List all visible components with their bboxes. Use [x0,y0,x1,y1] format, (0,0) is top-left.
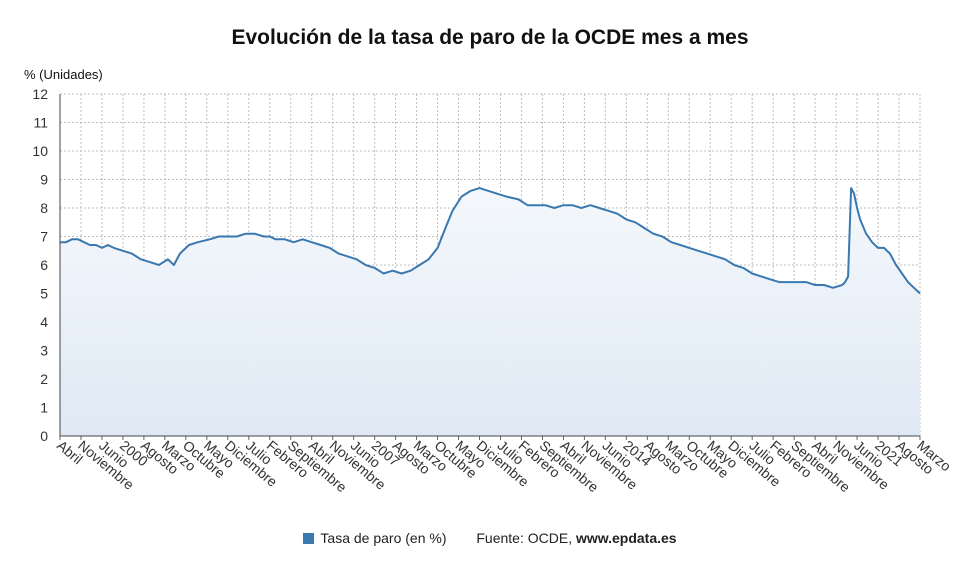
y-axis-label: % (Unidades) [24,67,103,82]
series-line [60,187,921,295]
chart-title: Evolución de la tasa de paro de la OCDE … [231,26,749,49]
legend: Tasa de paro (en %) [303,530,446,546]
source-text: Fuente: OCDE, www.epdata.es [476,530,676,546]
y-tick-label: 7 [40,229,48,245]
x-tick-labels: AbrilNoviembreJunio2000AgostoMarzoOctubr… [54,437,954,495]
legend-swatch [303,533,315,544]
y-tick-label: 5 [40,286,48,302]
axes [59,94,921,440]
y-tick-label: 9 [40,172,48,188]
source-prefix: Fuente: OCDE, [476,530,576,546]
y-tick-label: 1 [40,400,48,416]
y-tick-label: 4 [40,314,48,330]
y-tick-label: 8 [40,200,48,216]
y-tick-label: 10 [32,143,48,159]
y-tick-label: 2 [40,371,48,387]
source-site: www.epdata.es [575,530,677,546]
legend-label: Tasa de paro (en %) [320,530,447,546]
y-tick-label: 11 [33,115,48,131]
y-tick-label: 12 [32,86,48,102]
y-tick-label: 6 [40,257,48,273]
series-area [60,188,920,436]
y-tick-label: 3 [40,343,48,359]
chart-footer: Tasa de paro (en %) Fuente: OCDE, www.ep… [0,530,980,546]
y-tick-label: 0 [40,428,48,444]
